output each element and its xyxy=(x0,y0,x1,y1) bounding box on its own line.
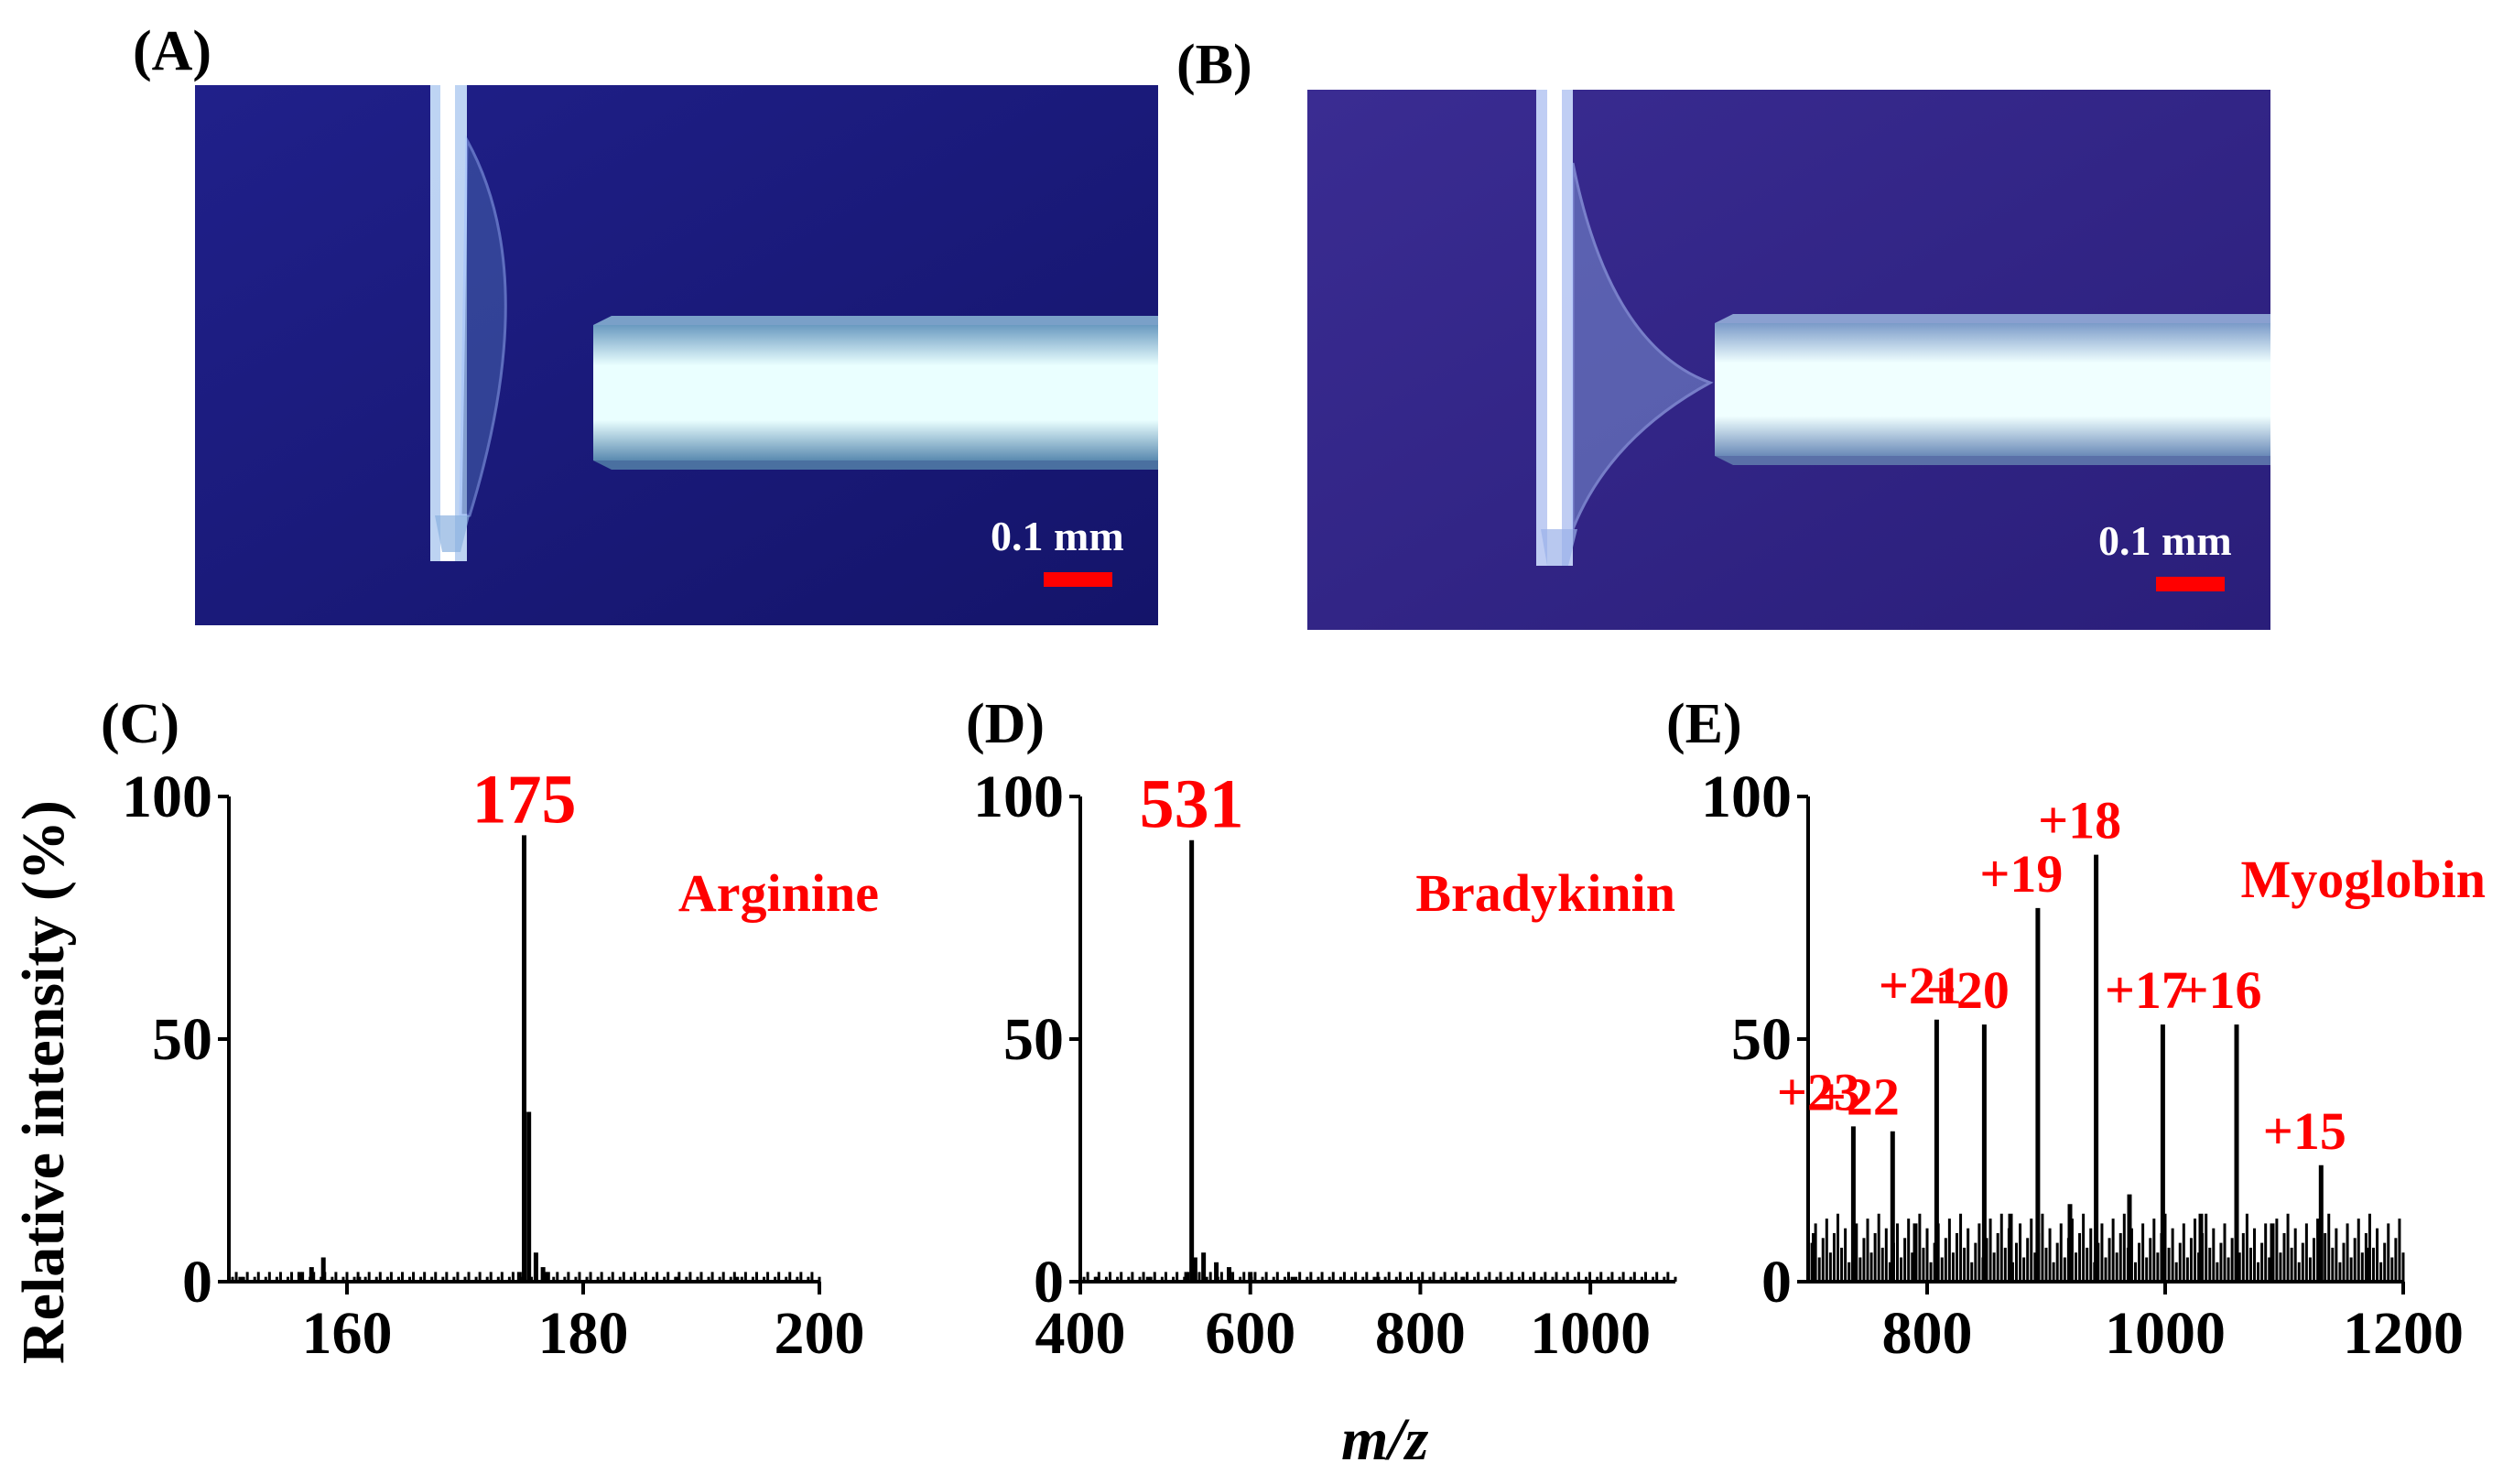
peak-label: +17 xyxy=(2105,960,2188,1020)
peak-label: +16 xyxy=(2178,960,2261,1020)
peak-label: +22 xyxy=(1816,1067,1900,1127)
panel-label-d: (D) xyxy=(966,693,1046,755)
analyte-label: Bradykinin xyxy=(1415,863,1675,923)
scale-bar-b xyxy=(2156,577,2225,591)
x-tick-label: 400 xyxy=(1035,1300,1126,1367)
y-tick-label: 50 xyxy=(152,1006,212,1073)
x-axis-label: m/z xyxy=(1341,1406,1429,1473)
microscope-photo-b xyxy=(1307,90,2270,630)
x-tick-label: 1000 xyxy=(2105,1300,2226,1367)
photo-b-image xyxy=(1307,90,2270,630)
peak-label: +19 xyxy=(1979,844,2063,904)
x-tick-label: 1200 xyxy=(2343,1300,2464,1367)
y-tick-label: 50 xyxy=(1731,1006,1792,1073)
y-tick-label: 0 xyxy=(182,1249,212,1316)
x-tick-label: 1000 xyxy=(1530,1300,1651,1367)
x-tick-label: 200 xyxy=(775,1300,865,1367)
y-tick-label: 100 xyxy=(973,764,1064,830)
panel-label-c: (C) xyxy=(101,693,180,755)
microscope-photo-a xyxy=(195,85,1158,625)
y-tick-label: 100 xyxy=(122,764,212,830)
panel-label-e: (E) xyxy=(1666,693,1742,755)
y-tick-label: 0 xyxy=(1034,1249,1064,1316)
x-tick-label: 160 xyxy=(302,1300,393,1367)
x-tick-label: 180 xyxy=(538,1300,629,1367)
peak-label: +15 xyxy=(2263,1101,2346,1161)
scale-label-a: 0.1 mm xyxy=(991,513,1124,559)
peak-label: 531 xyxy=(1140,766,1244,843)
peak-label: +23 xyxy=(1777,1062,1860,1121)
panel-label-a: (A) xyxy=(133,20,212,82)
analyte-label: Myoglobin xyxy=(2241,850,2487,909)
y-tick-label: 0 xyxy=(1761,1249,1792,1316)
panel-label-b: (B) xyxy=(1176,34,1252,96)
scale-label-b: 0.1 mm xyxy=(2098,517,2232,564)
peak-label: 175 xyxy=(472,761,577,838)
peak-label: +18 xyxy=(2038,791,2121,850)
x-tick-label: 800 xyxy=(1375,1300,1466,1367)
analyte-label: Arginine xyxy=(678,863,879,923)
x-tick-label: 800 xyxy=(1882,1300,1973,1367)
scale-bar-a xyxy=(1044,572,1112,587)
y-tick-label: 100 xyxy=(1701,764,1792,830)
y-tick-label: 50 xyxy=(1003,1006,1064,1073)
peak-label: +21 xyxy=(1879,956,1962,1015)
peak-label: +20 xyxy=(1926,960,2010,1020)
x-tick-label: 600 xyxy=(1205,1300,1295,1367)
photo-a-image xyxy=(195,85,1158,625)
